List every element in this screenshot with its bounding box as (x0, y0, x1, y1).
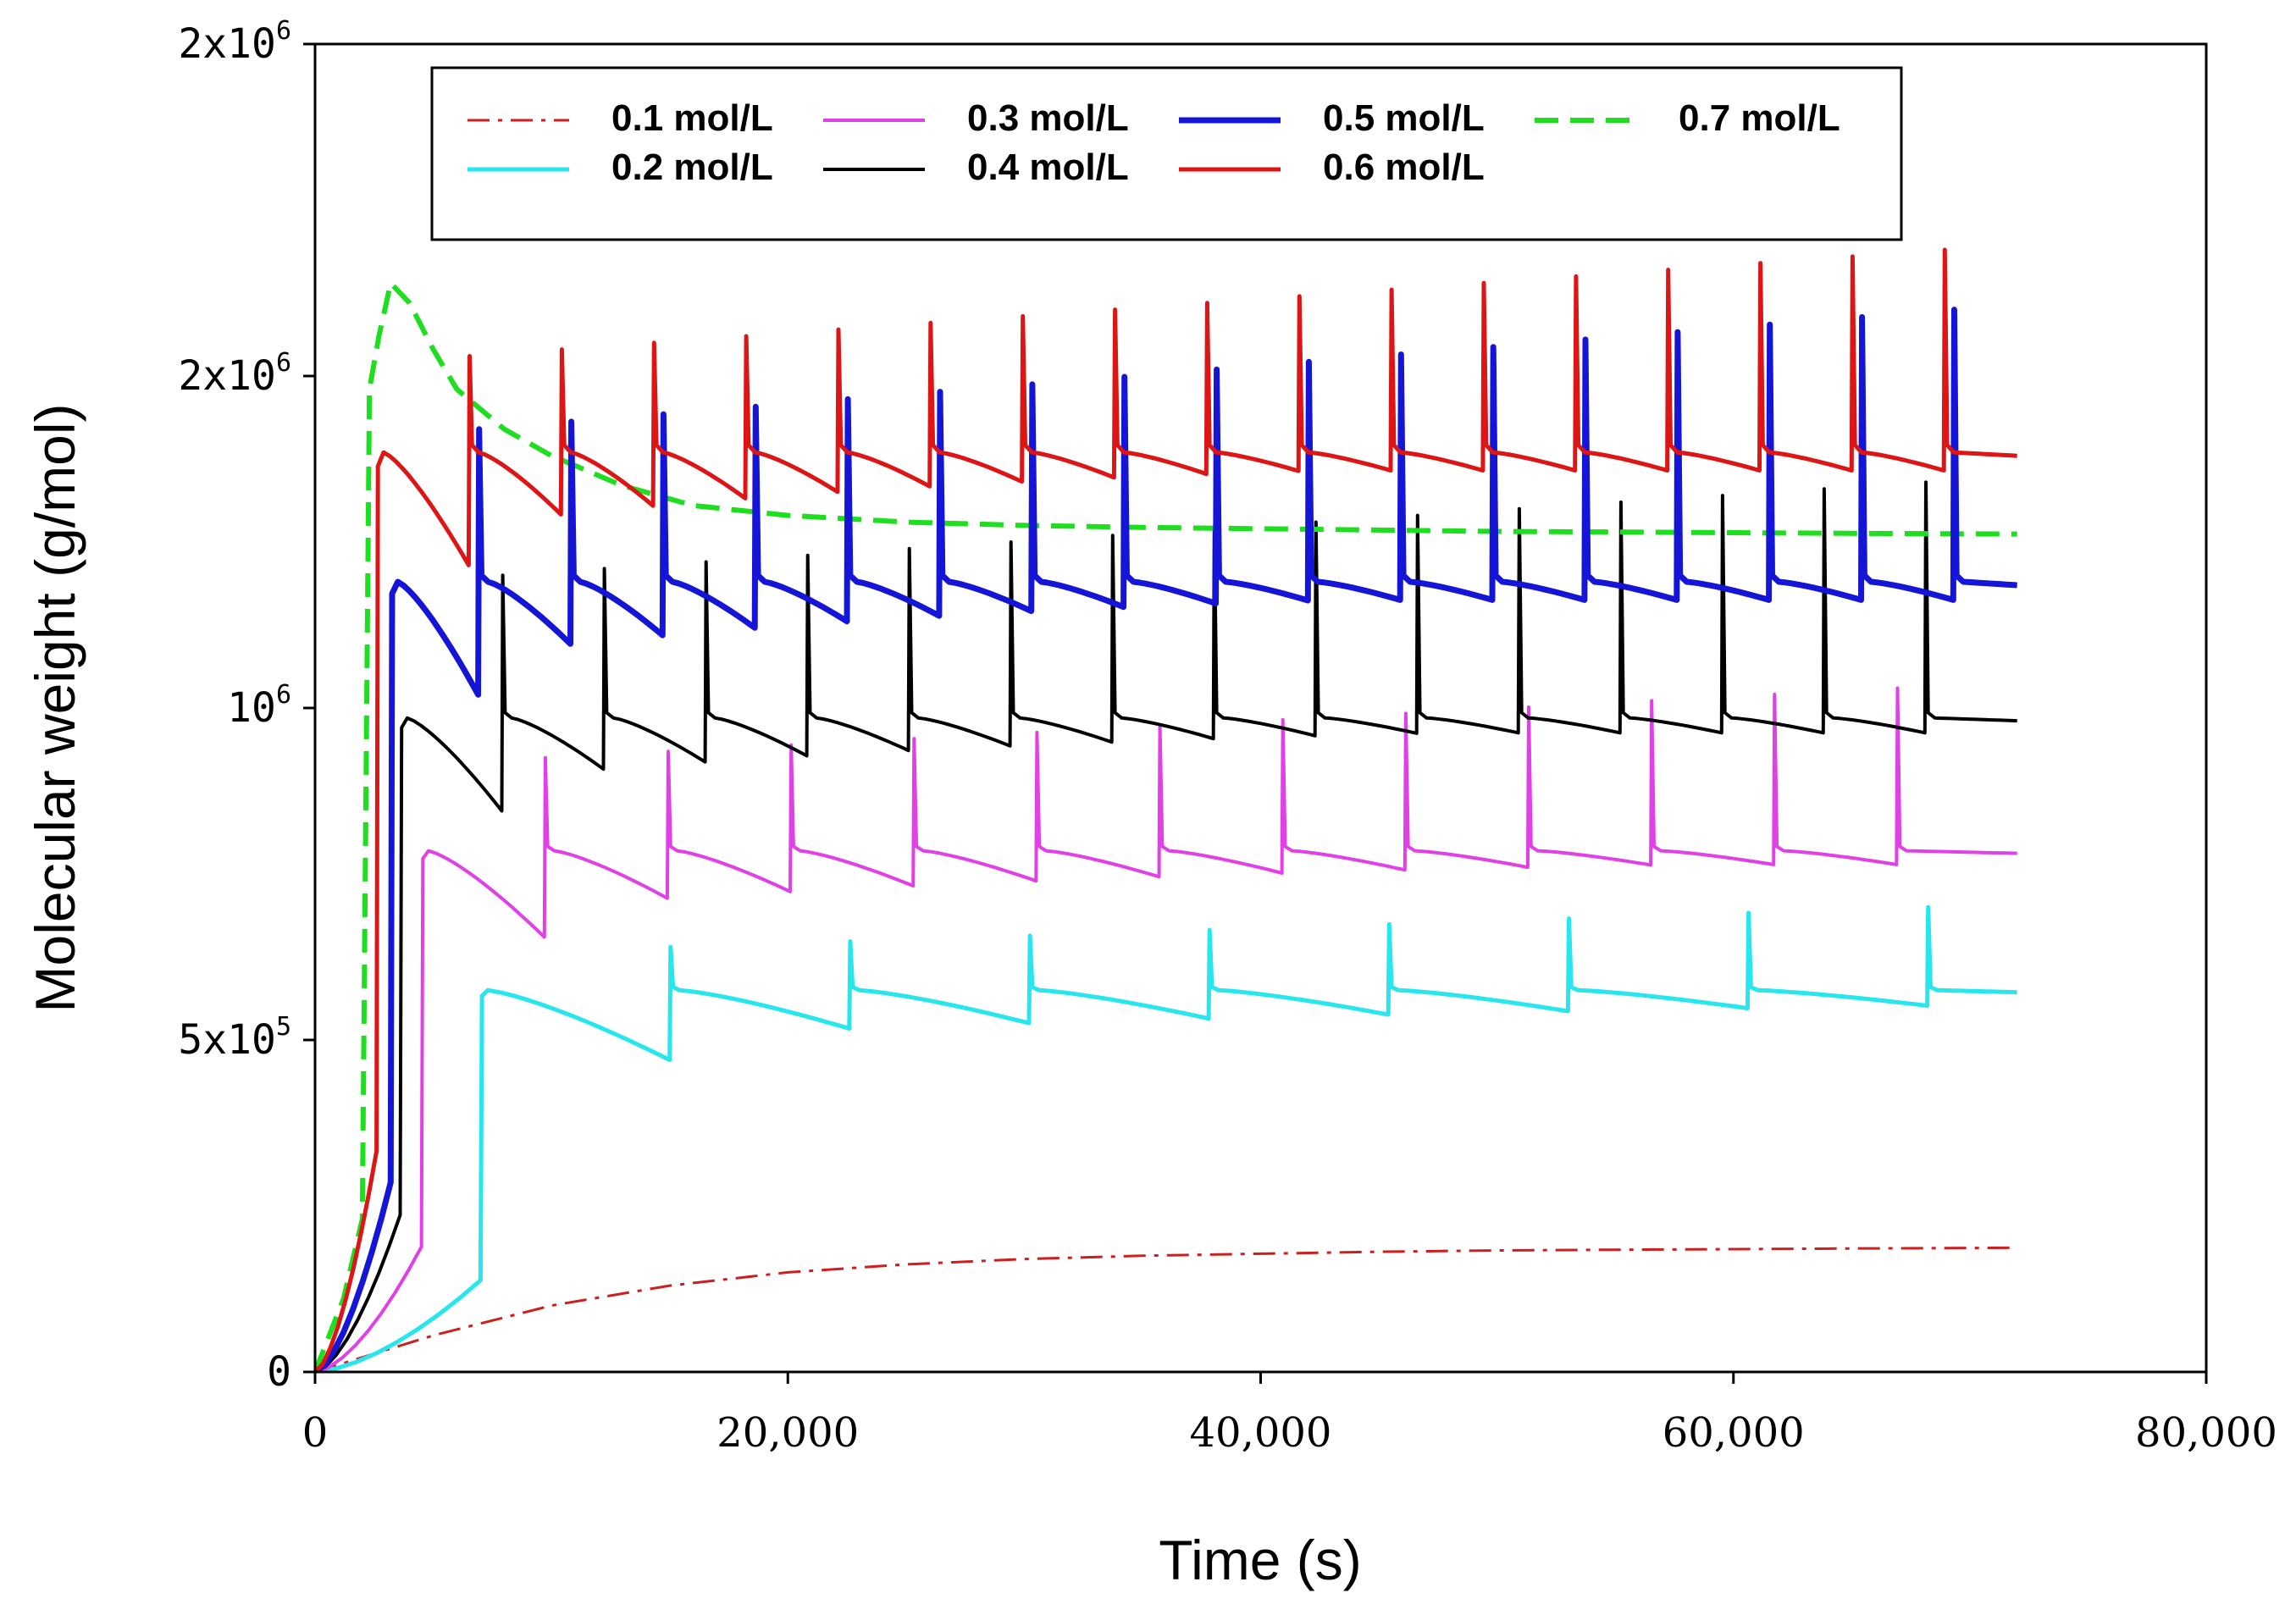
x-tick-label: 80,000 (2135, 1409, 2277, 1457)
series-line-0-6-mol-l (315, 247, 2017, 1372)
legend-label: 0.3 mol/L (967, 97, 1129, 139)
x-tick-label: 60,000 (1663, 1409, 1805, 1457)
legend-label: 0.6 mol/L (1323, 147, 1485, 188)
y-axis-title: Molecular weight (g/mol) (24, 404, 86, 1013)
series-line-0-4-mol-l (315, 480, 2017, 1372)
legend-items: 0.1 mol/L 0.2 mol/L 0.3 mol/L 0.4 mol/L 0.5 … (467, 97, 1840, 188)
series-line-0-3-mol-l (315, 686, 2017, 1372)
legend: 0.1 mol/L 0.2 mol/L 0.3 mol/L 0.4 mol/L 0.5 … (430, 66, 1903, 241)
legend-box (430, 66, 1903, 241)
y-tick-label: 2x106 (178, 348, 291, 400)
series-line-0-2-mol-l (315, 904, 2017, 1372)
series-layer (315, 247, 2017, 1372)
legend-label: 0.4 mol/L (967, 147, 1129, 188)
y-axis-ticks: 0 5x105 106 2x106 2x106 (178, 16, 315, 1396)
x-axis-title: Time (s) (1159, 1529, 1362, 1591)
legend-label: 0.2 mol/L (611, 147, 773, 188)
y-tick-label: 2x106 (178, 16, 291, 68)
y-tick-label: 0 (267, 1348, 291, 1396)
legend-label: 0.7 mol/L (1679, 97, 1840, 139)
x-tick-label: 0 (302, 1409, 329, 1457)
series-line-0-5-mol-l (315, 307, 2017, 1372)
x-axis-ticks: 0 20,000 40,000 60,000 80,000 (302, 1372, 2277, 1457)
y-tick-label: 5x105 (178, 1012, 291, 1064)
y-tick-label: 106 (227, 680, 291, 732)
series-line-0-7-mol-l (315, 280, 2017, 1372)
x-tick-label: 20,000 (716, 1409, 859, 1457)
series-line-0-1-mol-l (315, 1246, 2017, 1372)
legend-label: 0.5 mol/L (1323, 97, 1485, 139)
legend-label: 0.1 mol/L (611, 97, 773, 139)
x-tick-label: 40,000 (1190, 1409, 1332, 1457)
